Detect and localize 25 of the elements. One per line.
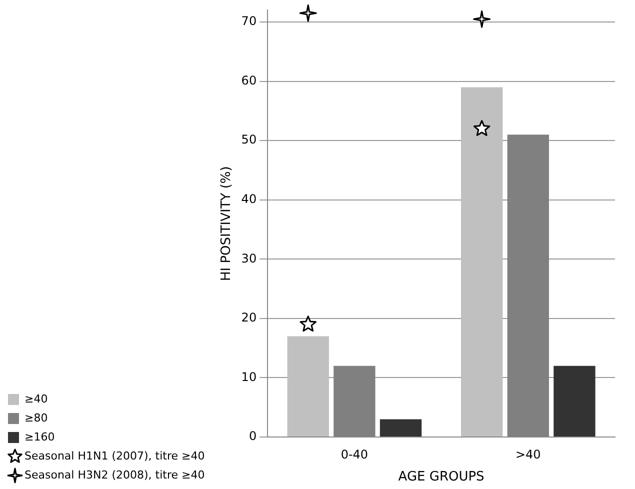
legend-label: ≥160 [24,430,55,444]
legend-label: ≥80 [24,411,48,424]
y-tick-label: 10 [241,370,257,384]
y-tick-label: 40 [241,192,257,206]
y-tick-label: 0 [248,429,257,444]
legend-label: Seasonal H3N2 (2008), titre ≥40 [24,468,205,482]
bar [380,419,422,436]
point [473,10,491,28]
y-axis-title: HI POSITIVITY (%) [218,166,234,282]
y-tick-label: 60 [241,73,257,88]
x-axis-title: AGE GROUPS [398,470,484,485]
y-tick-label: 50 [241,132,257,147]
y-tick-label: 30 [241,251,257,266]
legend-label: ≥40 [24,392,48,406]
point [473,120,490,136]
x-tick-label: >40 [515,447,541,462]
y-tick-label: 20 [241,310,257,325]
bar [287,336,329,436]
legend-label: Seasonal H1N1 (2007), titre ≥40 [24,449,205,462]
x-tick-label: 0-40 [340,447,368,462]
bar [460,87,503,436]
point [300,316,316,332]
y-tick-label: 70 [241,14,257,28]
bar [554,366,596,436]
point [299,4,317,22]
